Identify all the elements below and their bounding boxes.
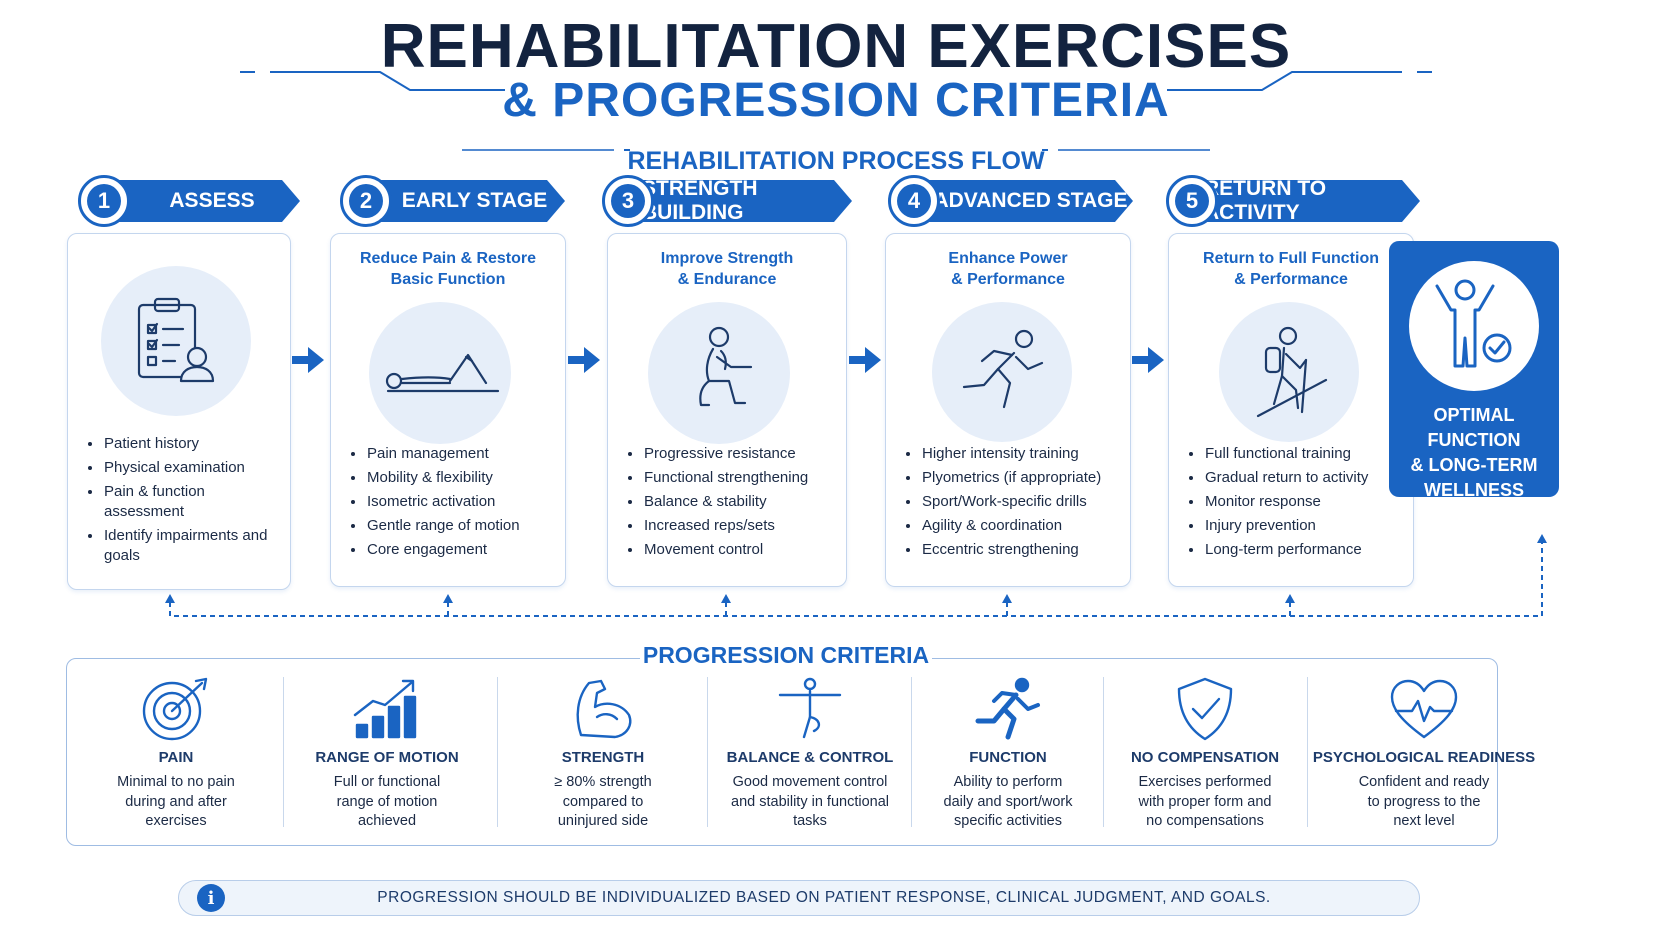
criterion-function: FUNCTION Ability to perform daily and spo… — [915, 659, 1101, 845]
stage-name: STRENGTH BUILDING — [642, 177, 758, 224]
stage-header-5: RETURN TO ACTIVITY 5 — [1166, 175, 1420, 227]
stage-number-badge: 2 — [340, 175, 392, 227]
list-item: Physical examination — [88, 456, 284, 480]
outcome-label: OPTIMAL FUNCTION & LONG-TERM WELLNESS — [1410, 405, 1538, 500]
list-item: Monitor response — [1189, 490, 1415, 514]
flow-arrow-icon — [292, 347, 324, 373]
stage-name: EARLY STAGE — [401, 189, 548, 212]
list-item: Isometric activation — [351, 490, 567, 514]
stage-number-badge: 3 — [602, 175, 654, 227]
list-item: Full functional training — [1189, 442, 1415, 466]
stage-goal: Improve Strength & Endurance — [660, 250, 794, 288]
list-item: Core engagement — [351, 538, 567, 562]
list-item: Progressive resistance — [628, 442, 844, 466]
lying-stretch-icon — [369, 302, 511, 444]
flow-arrow-icon — [1132, 347, 1164, 373]
criterion-balance-control: BALANCE & CONTROL Good movement control a… — [711, 659, 909, 845]
list-item: Pain management — [351, 442, 567, 466]
stage-header-3: STRENGTH BUILDING 3 — [602, 175, 852, 227]
list-item: Mobility & flexibility — [351, 466, 567, 490]
list-item: Long-term performance — [1189, 538, 1415, 562]
footer-note: i PROGRESSION SHOULD BE INDIVIDUALIZED B… — [178, 880, 1420, 916]
list-item: Injury prevention — [1189, 514, 1415, 538]
criterion-no-compensation: NO COMPENSATION Exercises performed with … — [1107, 659, 1303, 845]
list-item: Pain & function assessment — [88, 480, 284, 524]
list-item: Balance & stability — [628, 490, 844, 514]
runner-icon — [975, 677, 1040, 740]
list-item: Patient history — [88, 432, 284, 456]
stage-number-badge: 5 — [1166, 175, 1218, 227]
title-decoration — [240, 71, 1432, 91]
stage-name: ADVANCED STAGE — [933, 189, 1128, 212]
list-item: Agility & coordination — [906, 514, 1132, 538]
outcome-box: OPTIMAL FUNCTION & LONG-TERM WELLNESS — [1389, 241, 1559, 500]
target-icon — [142, 677, 208, 741]
info-icon: i — [197, 884, 225, 912]
running-icon — [932, 302, 1072, 442]
hiker-icon — [1219, 302, 1359, 442]
stage-name: ASSESS — [169, 189, 255, 212]
list-item: Functional strengthening — [628, 466, 844, 490]
subtitle-rule — [462, 149, 1210, 151]
balance-figure-icon — [778, 677, 842, 739]
progression-criteria-panel: PAIN Minimal to no pain during and after e… — [66, 658, 1535, 846]
flexed-arm-icon — [576, 679, 632, 739]
list-item: Eccentric strengthening — [906, 538, 1132, 562]
stage-card-5: Return to Full Function & Performance Fu… — [1168, 233, 1414, 587]
stage-header-1: ASSESS 1 — [78, 175, 300, 227]
list-item: Gentle range of motion — [351, 514, 567, 538]
criterion-range-of-motion: RANGE OF MOTION Full or functional range … — [287, 659, 487, 845]
page-title-line-2: & PROGRESSION CRITERIA — [502, 74, 1170, 127]
list-item: Increased reps/sets — [628, 514, 844, 538]
list-item: Plyometrics (if appropriate) — [906, 466, 1132, 490]
list-item: Sport/Work-specific drills — [906, 490, 1132, 514]
stage-name: RETURN TO ACTIVITY — [1204, 177, 1327, 224]
stage-card-2: Reduce Pain & Restore Basic Function Pai… — [330, 233, 566, 587]
bar-chart-up-icon — [353, 679, 417, 739]
stage-number-badge: 1 — [78, 175, 130, 227]
flow-arrow-icon — [568, 347, 600, 373]
list-item: Gradual return to activity — [1189, 466, 1415, 490]
criterion-strength: STRENGTH ≥ 80% strength compared to uninju… — [501, 659, 705, 845]
criteria-title: PROGRESSION CRITERIA — [640, 640, 932, 670]
shield-check-icon — [1177, 677, 1233, 741]
clipboard-checklist-icon — [101, 266, 251, 416]
stage-number-badge: 4 — [888, 175, 940, 227]
person-check-icon — [1409, 261, 1539, 391]
stage-goal: Enhance Power & Performance — [948, 250, 1068, 288]
squat-icon — [648, 302, 790, 444]
stage-card-4: Enhance Power & Performance Higher inten… — [885, 233, 1131, 587]
criterion-psychological-readiness: PSYCHOLOGICAL READINESS Confident and re… — [1311, 659, 1537, 845]
stage-goal: Reduce Pain & Restore Basic Function — [359, 250, 537, 288]
list-item: Higher intensity training — [906, 442, 1132, 466]
list-item: Identify impairments and goals — [88, 524, 284, 568]
stage-goal: Return to Full Function & Performance — [1203, 250, 1379, 288]
stage-card-1: Patient history Physical examination Pai… — [67, 233, 291, 590]
stage-header-2: EARLY STAGE 2 — [340, 175, 565, 227]
criterion-pain: PAIN Minimal to no pain during and after e… — [87, 659, 265, 845]
stage-header-4: ADVANCED STAGE 4 — [888, 175, 1133, 227]
stage-card-3: Improve Strength & Endurance Progressive… — [607, 233, 847, 587]
list-item: Movement control — [628, 538, 844, 562]
footer-text: PROGRESSION SHOULD BE INDIVIDUALIZED BAS… — [377, 889, 1271, 906]
page-title: REHABILITATION EXERCISES — [380, 12, 1292, 81]
process-flow-subtitle: REHABILITATION PROCESS FLOW — [627, 147, 1045, 175]
flow-arrow-icon — [849, 347, 881, 373]
heart-pulse-icon — [1390, 679, 1458, 739]
